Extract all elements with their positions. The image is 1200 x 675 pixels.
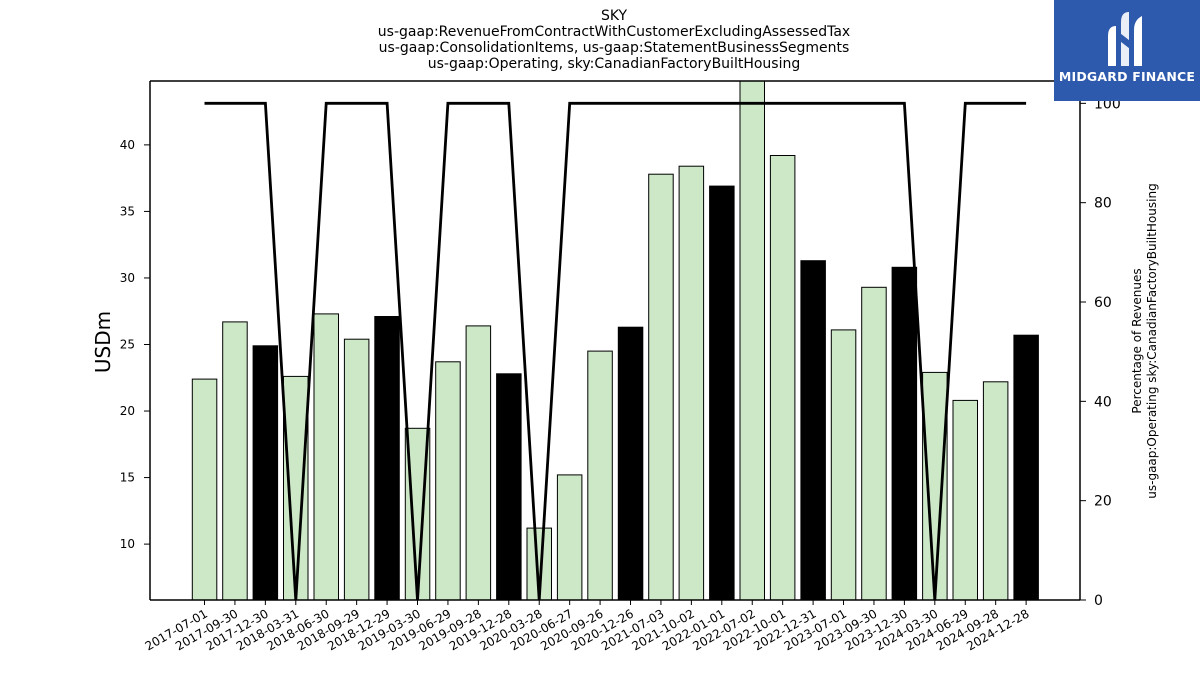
bar — [191, 378, 218, 601]
bar — [252, 345, 279, 601]
x-axis-ticks: 2017-07-012017-09-302017-12-302018-03-31… — [143, 600, 1032, 653]
bar — [678, 165, 705, 601]
midgard-finance-logo: MIDGARD FINANCE — [1054, 0, 1200, 101]
bar — [952, 399, 978, 601]
bar — [982, 381, 1009, 601]
bar-series — [191, 80, 1039, 601]
bar — [922, 371, 948, 601]
title-line: SKY — [601, 8, 628, 24]
bar — [861, 286, 887, 601]
bar — [617, 326, 644, 601]
y-tick-label: 20 — [120, 404, 135, 418]
title-line: us-gaap:Operating, sky:CanadianFactoryBu… — [428, 56, 800, 72]
bar — [739, 80, 765, 601]
midgard-logo-icon — [1108, 12, 1142, 66]
y-axis-ticks: 10 15 20 25 30 35 40 — [120, 138, 150, 551]
bar — [374, 316, 400, 601]
y-tick-label: 40 — [120, 138, 135, 152]
chart-title: SKYus-gaap:RevenueFromContractWithCustom… — [378, 8, 850, 72]
y2-axis-label-line: Percentage of Revenues — [1130, 268, 1144, 413]
axis-labels: USDm Percentage of Revenues us-gaap:Operat… — [91, 183, 1159, 498]
bar — [343, 338, 370, 601]
y-tick-label: 10 — [120, 537, 135, 551]
y2-tick-label: 40 — [1094, 394, 1112, 410]
y-axis-label: USDm — [91, 311, 115, 373]
percentage-line — [204, 101, 1027, 601]
logo-text: MIDGARD FINANCE — [1058, 69, 1196, 84]
y2-tick-label: 60 — [1094, 295, 1112, 311]
y-tick-label: 15 — [120, 471, 135, 485]
bar — [222, 321, 248, 601]
y-tick-label: 35 — [120, 204, 135, 218]
bar — [800, 260, 826, 601]
bar — [435, 361, 461, 601]
percentage-line-series — [204, 101, 1027, 601]
bar — [556, 474, 583, 601]
bar — [1013, 334, 1039, 601]
y2-axis-label-line: us-gaap:Operating sky:CanadianFactoryBui… — [1145, 183, 1159, 498]
y-tick-label: 25 — [120, 337, 135, 351]
bar — [283, 375, 309, 601]
axes — [149, 80, 1081, 601]
bar — [830, 329, 857, 601]
bar — [891, 266, 918, 601]
y2-tick-label: 80 — [1094, 196, 1112, 212]
bar — [465, 325, 492, 601]
bar — [313, 313, 339, 601]
y2-tick-label: 0 — [1094, 593, 1103, 609]
bar — [648, 173, 674, 601]
bar — [709, 185, 735, 601]
bar — [587, 350, 613, 601]
bar — [769, 155, 796, 601]
y2-tick-label: 20 — [1094, 494, 1112, 510]
title-line: us-gaap:ConsolidationItems, us-gaap:Stat… — [379, 40, 850, 56]
title-line: us-gaap:RevenueFromContractWithCustomerE… — [378, 24, 850, 40]
y-tick-label: 30 — [120, 271, 135, 285]
bar — [496, 373, 522, 601]
